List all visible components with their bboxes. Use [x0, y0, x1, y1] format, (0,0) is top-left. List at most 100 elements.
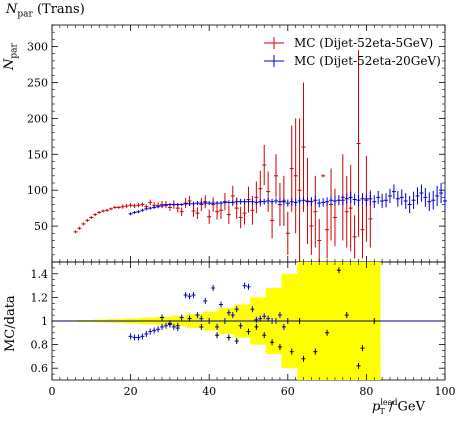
data-point-20gev	[226, 200, 231, 205]
data-point-20gev	[140, 208, 145, 212]
data-point-5gev	[105, 208, 110, 212]
y-tick-label-main: 50	[34, 220, 48, 233]
y-tick-label-main: 200	[27, 112, 48, 125]
data-point-5gev	[344, 175, 349, 248]
data-point-20gev	[195, 200, 200, 206]
ratio-point-20gev	[274, 318, 279, 324]
data-point-20gev	[297, 197, 302, 205]
ratio-point-20gev	[175, 325, 180, 332]
ratio-point-20gev	[218, 301, 223, 308]
legend-marker-blue	[264, 55, 284, 67]
y-tick-label-ratio: 0.8	[31, 339, 49, 352]
ratio-point-20gev	[281, 323, 286, 330]
data-point-20gev	[132, 211, 137, 214]
data-point-20gev	[274, 198, 279, 204]
data-point-5gev	[116, 205, 121, 209]
data-point-20gev	[148, 206, 153, 210]
data-point-20gev	[203, 200, 208, 206]
data-point-20gev	[215, 200, 220, 206]
ratio-point-5gev	[325, 329, 330, 336]
ratio-point-20gev	[195, 312, 200, 319]
data-point-5gev	[325, 200, 330, 259]
ratio-point-5gev	[356, 362, 361, 369]
data-point-5gev	[321, 174, 326, 178]
data-point-5gev	[89, 216, 94, 219]
data-point-5gev	[148, 199, 153, 206]
y-tick-label-main: 100	[27, 184, 48, 197]
ratio-point-20gev	[144, 330, 149, 337]
data-point-5gev	[101, 209, 106, 213]
ratio-point-5gev	[289, 348, 294, 355]
data-point-20gev	[242, 198, 247, 205]
data-point-20gev	[329, 195, 334, 205]
ratio-point-5gev	[226, 334, 231, 341]
data-point-5gev	[309, 197, 314, 255]
data-point-20gev	[419, 184, 424, 202]
y-tick-label-ratio: 1.2	[31, 291, 49, 304]
data-point-5gev	[108, 207, 113, 211]
ratio-point-20gev	[183, 292, 188, 299]
data-point-20gev	[321, 198, 326, 207]
data-point-20gev	[262, 198, 267, 205]
ratio-point-5gev	[270, 339, 275, 346]
data-point-20gev	[175, 203, 180, 206]
data-point-5gev	[238, 206, 243, 229]
main-y-axis-label: Npar	[2, 43, 20, 70]
data-point-20gev	[234, 198, 239, 205]
y-tick-label-main: 250	[27, 76, 48, 89]
data-point-20gev	[439, 183, 444, 204]
data-point-20gev	[399, 189, 404, 206]
ratio-point-20gev	[262, 313, 267, 320]
data-point-20gev	[340, 195, 345, 206]
data-point-20gev	[160, 204, 165, 208]
ratio-point-5gev	[234, 338, 239, 345]
legend-entry-20gev: MC (Dijet-52eta-20GeV)	[262, 52, 452, 70]
data-point-20gev	[246, 198, 251, 205]
data-point-20gev	[238, 198, 243, 205]
data-point-20gev	[336, 195, 341, 206]
data-point-20gev	[293, 198, 298, 206]
ratio-point-20gev	[160, 323, 165, 330]
data-point-5gev	[77, 226, 82, 230]
data-point-5gev	[356, 50, 361, 237]
data-point-20gev	[152, 205, 157, 209]
data-point-20gev	[356, 194, 361, 206]
data-point-20gev	[222, 200, 227, 205]
data-point-20gev	[156, 205, 161, 209]
ratio-point-20gev	[207, 318, 212, 324]
data-point-20gev	[348, 191, 353, 204]
data-point-20gev	[285, 199, 290, 207]
data-point-5gev	[360, 200, 365, 259]
data-point-5gev	[293, 118, 298, 234]
data-point-5gev	[313, 175, 318, 248]
ratio-point-20gev	[179, 314, 184, 321]
data-point-20gev	[211, 200, 216, 206]
ratio-point-20gev	[234, 306, 239, 313]
ratio-point-5gev	[246, 328, 251, 335]
ratio-point-5gev	[160, 314, 165, 321]
data-point-20gev	[171, 203, 176, 206]
legend-entry-5gev: MC (Dijet-52eta-5GeV)	[262, 34, 452, 52]
data-point-5gev	[274, 154, 279, 198]
y-tick-label-main: 150	[27, 148, 48, 161]
ratio-point-20gev	[187, 293, 192, 300]
ratio-point-20gev	[222, 318, 227, 324]
ratio-point-5gev	[187, 315, 192, 322]
data-point-5gev	[215, 203, 220, 220]
ratio-point-5gev	[254, 323, 259, 330]
data-point-5gev	[73, 230, 78, 234]
data-point-20gev	[250, 198, 255, 205]
data-point-20gev	[179, 203, 184, 206]
ratio-point-5gev	[277, 343, 282, 350]
ratio-point-20gev	[167, 321, 172, 328]
ratio-point-20gev	[277, 312, 282, 319]
data-point-5gev	[124, 203, 129, 209]
data-point-5gev	[81, 222, 86, 226]
legend-label: MC (Dijet-52eta-5GeV)	[294, 36, 434, 50]
ratio-point-20gev	[136, 334, 141, 341]
data-point-20gev	[281, 198, 286, 206]
ratio-point-20gev	[238, 322, 243, 329]
ratio-point-20gev	[230, 312, 235, 319]
data-point-20gev	[325, 197, 330, 206]
